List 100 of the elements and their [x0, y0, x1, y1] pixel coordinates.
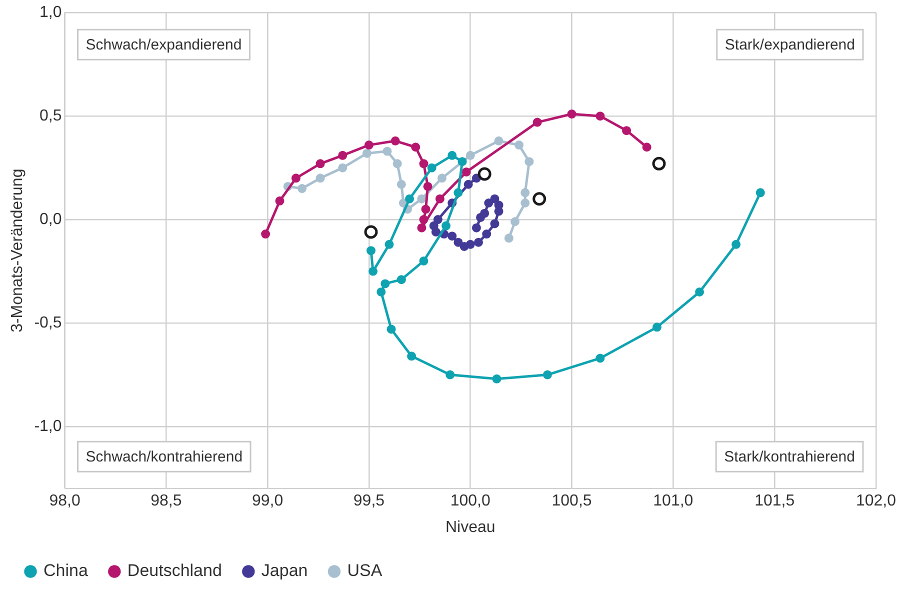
x-tick-label: 99,0: [252, 492, 284, 510]
point: [454, 188, 463, 198]
point: [435, 194, 444, 204]
point: [382, 146, 392, 156]
point: [417, 194, 426, 204]
legend-label: China: [44, 561, 88, 580]
point: [380, 279, 390, 288]
point: [454, 238, 463, 247]
point: [417, 223, 426, 232]
point: [419, 256, 428, 266]
y-tick-label: 0,0: [40, 210, 62, 228]
point: [596, 354, 605, 363]
point: [462, 167, 471, 176]
x-axis-title: Niveau: [445, 518, 496, 536]
point: [448, 232, 457, 241]
point: [448, 150, 457, 160]
x-tick-label: 98,0: [49, 492, 80, 510]
point: [478, 167, 492, 181]
point: [298, 184, 307, 194]
point: [480, 208, 490, 218]
point: [504, 234, 514, 243]
x-tick-label: 101,0: [653, 492, 694, 510]
y-tick-label: -1,0: [34, 418, 62, 435]
x-tick-label: 98,5: [150, 492, 182, 510]
point: [474, 238, 483, 247]
point: [364, 140, 374, 150]
annotation: Stark/expandierend: [724, 36, 855, 54]
point: [275, 196, 284, 206]
point: [396, 180, 406, 189]
point: [338, 150, 348, 160]
point: [642, 142, 652, 152]
point: [362, 148, 372, 158]
point: [392, 159, 402, 168]
legend-label: Deutschland: [127, 561, 222, 580]
point: [472, 223, 481, 232]
point: [396, 275, 406, 284]
point: [291, 174, 300, 183]
point: [316, 174, 325, 183]
point: [384, 240, 394, 249]
point: [411, 142, 420, 152]
point: [466, 150, 475, 160]
point: [458, 157, 467, 166]
point: [490, 219, 500, 228]
point: [364, 225, 378, 239]
point: [442, 221, 451, 230]
point: [492, 374, 502, 384]
point: [405, 194, 414, 204]
point: [419, 215, 428, 224]
point: [532, 118, 542, 127]
point: [520, 198, 530, 208]
point: [386, 324, 396, 334]
y-axis-title: 3-Monats-Veränderung: [9, 168, 26, 332]
point: [437, 174, 446, 183]
point: [368, 266, 378, 276]
x-tick-label: 100,0: [450, 492, 490, 510]
point: [446, 370, 455, 380]
x-tick-label: 101,5: [754, 492, 795, 510]
annotation: Schwach/kontrahierend: [86, 448, 243, 466]
y-tick-label: 0,5: [40, 107, 62, 124]
point: [429, 221, 438, 230]
point: [596, 112, 605, 121]
legend-label: USA: [347, 561, 383, 580]
point: [652, 156, 666, 170]
point: [732, 240, 741, 249]
legend-label: Japan: [261, 561, 308, 580]
point: [622, 126, 632, 136]
point: [524, 157, 534, 166]
point: [542, 370, 552, 380]
point: [376, 287, 386, 296]
point: [520, 188, 530, 198]
point: [756, 188, 765, 198]
point: [421, 204, 430, 214]
point: [316, 159, 325, 168]
point: [433, 215, 442, 224]
point: [514, 140, 524, 150]
point: [338, 163, 348, 172]
point: [464, 180, 473, 189]
point: [427, 163, 436, 172]
point: [652, 322, 662, 332]
point: [494, 136, 504, 146]
y-tick-label: -0,5: [34, 314, 62, 332]
point: [510, 217, 520, 226]
point: [695, 287, 704, 296]
point: [390, 136, 400, 146]
annotation: Stark/kontrahierend: [724, 448, 855, 466]
point: [261, 230, 270, 239]
point: [366, 246, 376, 256]
point: [419, 159, 428, 168]
x-tick-label: 100,5: [552, 492, 592, 510]
point: [482, 230, 492, 239]
annotation: Schwach/expandierend: [86, 36, 242, 54]
point: [407, 352, 416, 361]
point: [423, 182, 432, 191]
point: [484, 198, 494, 208]
y-tick-label: 1,0: [40, 4, 62, 22]
point: [532, 192, 546, 206]
x-tick-label: 99,5: [353, 492, 385, 510]
point: [567, 110, 576, 119]
point: [490, 194, 500, 204]
x-tick-label: 102,0: [856, 492, 896, 510]
